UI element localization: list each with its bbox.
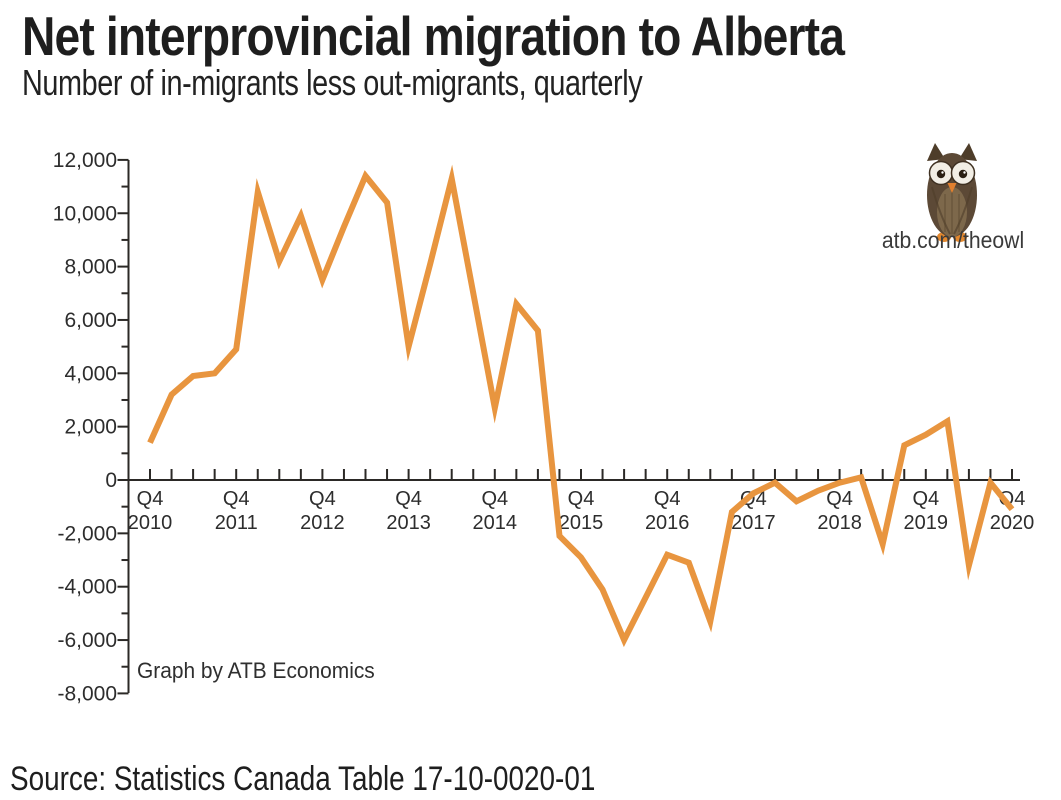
- svg-text:-4,000: -4,000: [57, 576, 117, 599]
- svg-text:2017: 2017: [731, 512, 776, 534]
- svg-text:4,000: 4,000: [64, 362, 117, 385]
- svg-text:6,000: 6,000: [64, 309, 117, 332]
- svg-text:-6,000: -6,000: [57, 629, 117, 652]
- svg-text:Q4: Q4: [912, 488, 939, 510]
- svg-text:2015: 2015: [559, 512, 604, 534]
- svg-text:-2,000: -2,000: [57, 522, 117, 545]
- svg-text:Q4: Q4: [481, 488, 508, 510]
- svg-text:Q4: Q4: [223, 488, 250, 510]
- svg-text:2019: 2019: [904, 512, 949, 534]
- svg-text:2,000: 2,000: [64, 416, 117, 439]
- graph-credit: Graph by ATB Economics: [137, 658, 375, 683]
- svg-text:2013: 2013: [386, 512, 431, 534]
- svg-text:2018: 2018: [817, 512, 862, 534]
- atb-url-label: atb.com/theowl: [881, 227, 1025, 253]
- svg-text:2012: 2012: [300, 512, 345, 534]
- owl-icon: [927, 143, 977, 242]
- svg-text:Q4: Q4: [740, 488, 767, 510]
- migration-line-series: [147, 164, 1015, 648]
- svg-text:0: 0: [105, 469, 117, 492]
- y-axis-ticks: -8,000 -6,000 -4,000 -2,000 0 2,000 4,000 6,000…: [53, 149, 129, 705]
- svg-text:2011: 2011: [215, 512, 258, 534]
- x-axis-ticks: Q42010Q42011Q42012Q42013Q42014Q42015Q420…: [128, 469, 1035, 534]
- svg-text:2014: 2014: [473, 512, 518, 534]
- svg-text:Q4: Q4: [654, 488, 681, 510]
- svg-text:2016: 2016: [645, 512, 690, 534]
- svg-text:Q4: Q4: [568, 488, 595, 510]
- source-note: Source: Statistics Canada Table 17-10-00…: [10, 760, 596, 798]
- svg-text:8,000: 8,000: [64, 256, 117, 279]
- svg-text:Q4: Q4: [826, 488, 853, 510]
- svg-text:Q4: Q4: [395, 488, 422, 510]
- svg-text:2010: 2010: [128, 512, 173, 534]
- svg-text:10,000: 10,000: [53, 202, 117, 225]
- svg-text:-8,000: -8,000: [57, 682, 117, 705]
- svg-text:Q4: Q4: [137, 488, 164, 510]
- svg-text:Q4: Q4: [309, 488, 336, 510]
- page-subtitle: Number of in-migrants less out-migrants,…: [22, 62, 643, 103]
- svg-text:2020: 2020: [990, 512, 1035, 534]
- svg-text:12,000: 12,000: [53, 149, 117, 172]
- page-title: Net interprovincial migration to Alberta: [22, 5, 845, 67]
